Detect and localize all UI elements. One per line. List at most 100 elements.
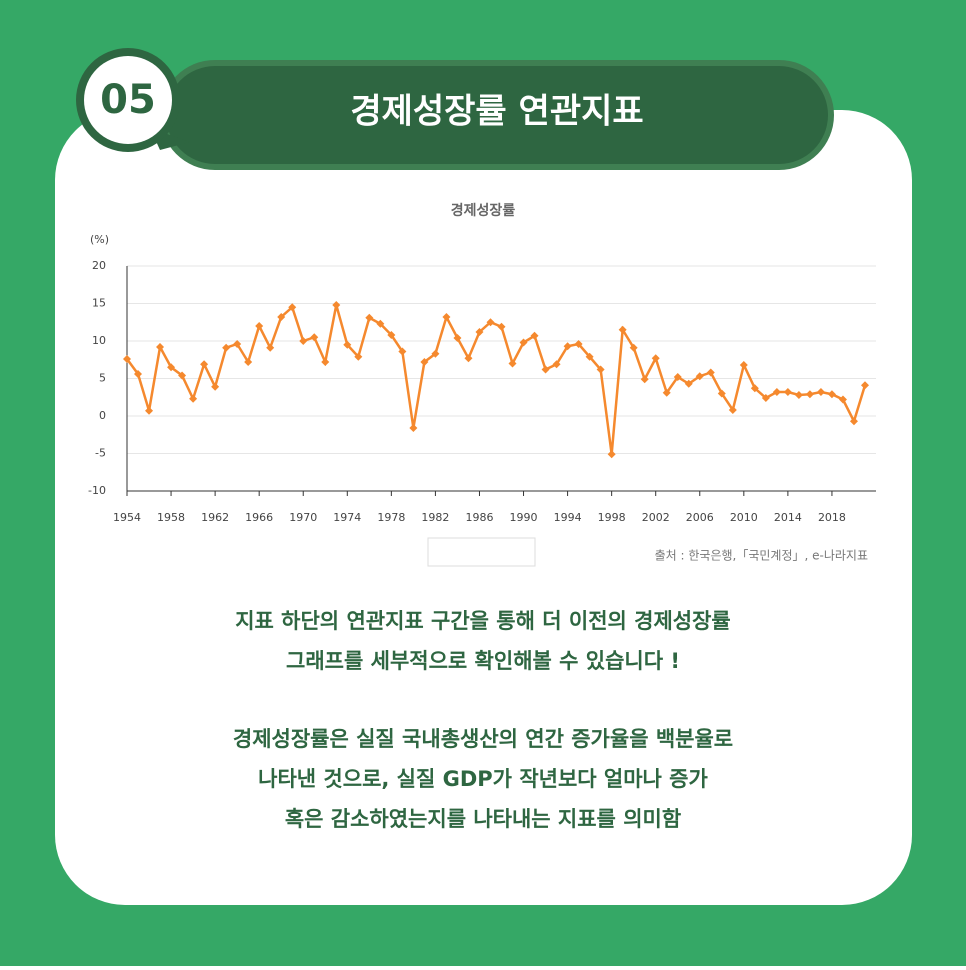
point	[497, 322, 506, 331]
point	[508, 359, 517, 368]
x-tick-label: 1994	[554, 511, 582, 524]
x-tick-label: 1954	[113, 511, 141, 524]
point	[563, 342, 572, 351]
series-line	[125, 304, 867, 455]
point	[365, 313, 374, 322]
point	[552, 360, 561, 369]
point	[530, 331, 539, 340]
point	[244, 358, 253, 366]
point	[442, 313, 451, 321]
point	[629, 343, 638, 352]
point	[739, 361, 748, 369]
y-tick-label: 15	[92, 297, 106, 310]
point	[145, 406, 154, 415]
point	[827, 390, 836, 399]
point	[387, 331, 396, 339]
x-tick-label: 1962	[201, 511, 229, 524]
point	[200, 360, 209, 369]
y-tick-label: 20	[92, 259, 106, 272]
header-bar	[166, 66, 828, 164]
point	[805, 390, 814, 399]
x-tick-label: 1982	[421, 511, 449, 524]
point	[717, 389, 726, 398]
x-tick-label: 2018	[818, 511, 846, 524]
point	[420, 358, 429, 366]
point	[783, 388, 792, 396]
x-tick-label: 1958	[157, 511, 185, 524]
y-tick-label: -5	[95, 447, 106, 460]
point	[266, 343, 275, 352]
body-line: 그래프를 세부적으로 확인해볼 수 있습니다 !	[286, 649, 680, 673]
point	[453, 334, 462, 342]
point	[409, 424, 418, 432]
x-tick-label: 2006	[686, 511, 714, 524]
x-tick-label: 2010	[730, 511, 758, 524]
x-tick-label: 1978	[377, 511, 405, 524]
point	[156, 343, 165, 351]
point	[519, 338, 528, 347]
point	[684, 379, 693, 388]
header-title: 경제성장률 연관지표	[350, 92, 643, 132]
point	[838, 395, 847, 404]
badge-number: 05	[100, 77, 156, 123]
point	[288, 303, 297, 312]
body-line: 경제성장률은 실질 국내총생산의 연간 증가율을 백분율로	[233, 727, 733, 751]
point	[222, 343, 231, 352]
point	[343, 340, 352, 349]
point	[695, 372, 704, 381]
source: 출처 : 한국은행,「국민계정」, e-나라지표	[655, 548, 868, 563]
point	[123, 355, 131, 363]
body-line: 나타낸 것으로, 실질 GDP가 작년보다 얼마나 증가	[258, 767, 708, 791]
point	[849, 417, 858, 426]
chart-title: 경제성장률	[451, 202, 516, 219]
point	[761, 394, 770, 402]
plot: -10 -5 0 5 10 15 20 1954 1958 1962 1966 1970 1974 197…	[88, 259, 876, 559]
point	[816, 388, 825, 396]
point	[211, 382, 220, 391]
point	[673, 373, 682, 381]
point	[321, 358, 330, 366]
point	[376, 319, 385, 328]
point	[607, 450, 616, 459]
y-tick-label: 10	[92, 334, 106, 347]
point	[618, 325, 627, 334]
point	[541, 365, 550, 374]
point	[640, 375, 649, 384]
point	[794, 391, 803, 399]
point	[728, 406, 737, 414]
point	[332, 301, 341, 309]
point	[706, 368, 715, 377]
point	[750, 384, 759, 393]
x-tick-label: 1990	[510, 511, 538, 524]
x-tick-label: 1970	[289, 511, 317, 524]
point	[486, 318, 495, 327]
point	[574, 340, 583, 348]
point	[651, 354, 660, 363]
point	[431, 349, 440, 358]
point	[178, 371, 187, 380]
point	[354, 352, 363, 361]
x-tick-label: 2002	[642, 511, 670, 524]
y-tick-label: -10	[88, 484, 106, 497]
point	[233, 340, 242, 348]
point	[662, 388, 671, 397]
legend	[427, 537, 536, 567]
body-line: 혹은 감소하였는지를 나타내는 지표를 의미함	[285, 807, 681, 831]
y-tick-label: 0	[99, 409, 106, 422]
x-tick-label: 1986	[465, 511, 493, 524]
body-line: 지표 하단의 연관지표 구간을 통해 더 이전의 경제성장률	[235, 609, 731, 633]
point	[475, 328, 484, 336]
y-axis-label: (%)	[90, 233, 109, 246]
point	[255, 322, 264, 330]
x-tick-label: 1966	[245, 511, 273, 524]
point	[772, 388, 781, 396]
point	[464, 354, 473, 363]
point	[277, 313, 286, 321]
point	[299, 337, 308, 345]
point	[860, 381, 869, 390]
x-tick-label: 1974	[333, 511, 361, 524]
point	[585, 352, 594, 361]
y-tick-label: 5	[99, 372, 106, 385]
